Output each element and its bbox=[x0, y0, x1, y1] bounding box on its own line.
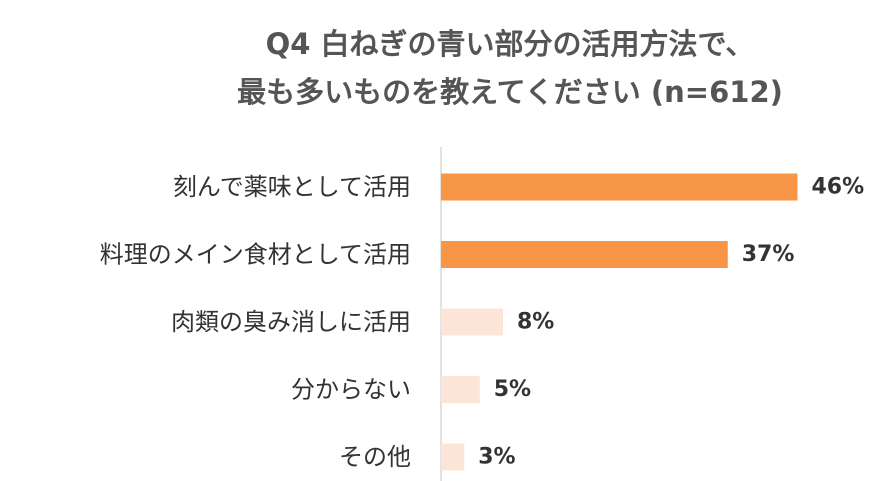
category-label-4: その他 bbox=[339, 443, 411, 471]
category-label-3: 分からない bbox=[291, 376, 411, 404]
value-label-4: 3% bbox=[478, 445, 515, 470]
category-label-2: 肉類の臭み消しに活用 bbox=[171, 308, 411, 336]
category-label-1: 料理のメイン食材として活用 bbox=[100, 241, 411, 269]
category-label-0: 刻んで薬味として活用 bbox=[173, 173, 411, 201]
bar-2 bbox=[441, 308, 503, 336]
bar-3 bbox=[441, 376, 480, 403]
bar-4 bbox=[441, 443, 465, 471]
value-label-1: 37% bbox=[742, 242, 795, 267]
bar-1 bbox=[441, 241, 728, 268]
chart-title-line-2: 最も多いものを教えてください (n=612) bbox=[237, 75, 783, 109]
chart-title-line-1: Q4 白ねぎの青い部分の活用方法で、 bbox=[265, 27, 755, 61]
bar-0 bbox=[441, 173, 798, 201]
value-label-3: 5% bbox=[494, 377, 531, 402]
value-label-0: 46% bbox=[812, 175, 865, 200]
value-label-2: 8% bbox=[517, 310, 554, 335]
